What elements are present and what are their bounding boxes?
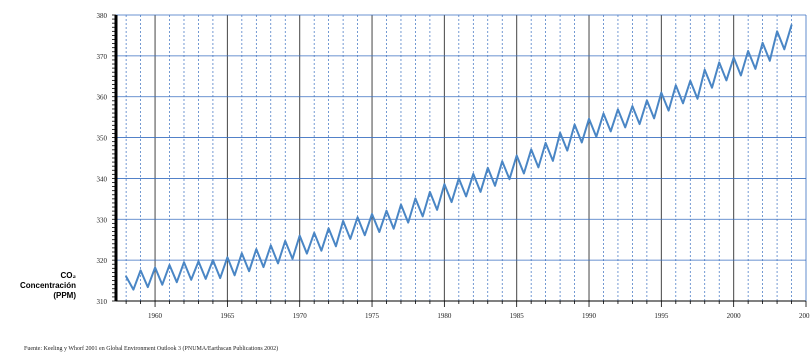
x-tick-label: 1980: [437, 312, 452, 320]
x-tick-label: 1970: [293, 312, 308, 320]
x-tick-label: 1985: [510, 312, 525, 320]
y-axis-label-line1: CO₂: [60, 271, 76, 280]
x-tick-label: 1975: [365, 312, 380, 320]
x-tick-label: 1965: [220, 312, 235, 320]
x-tick-label: 1995: [654, 312, 669, 320]
y-tick-label: 330: [97, 216, 108, 224]
y-axis-label-line2: Concentración: [19, 281, 76, 290]
x-tick-label: 1990: [582, 312, 597, 320]
x-tick-label: 2000: [727, 312, 742, 320]
y-tick-label: 380: [97, 12, 108, 20]
source-note: Fuente: Keeling y Whorf 2001 en Global E…: [24, 346, 279, 352]
plot-area: [116, 15, 806, 301]
co2-series-line: [125, 24, 793, 291]
y-axis-label-line3: (PPM): [53, 291, 76, 300]
y-tick-label: 340: [97, 175, 108, 183]
x-tick-label: 2005: [799, 312, 810, 320]
x-tick-label: 1960: [148, 312, 163, 320]
y-axis-label: CO₂ Concentración (PPM): [4, 271, 76, 301]
y-tick-label: 320: [97, 257, 108, 265]
y-tick-label: 360: [97, 94, 108, 102]
y-tick-label: 370: [97, 53, 108, 61]
y-tick-label: 350: [97, 135, 108, 143]
y-tick-label: 310: [97, 298, 108, 306]
